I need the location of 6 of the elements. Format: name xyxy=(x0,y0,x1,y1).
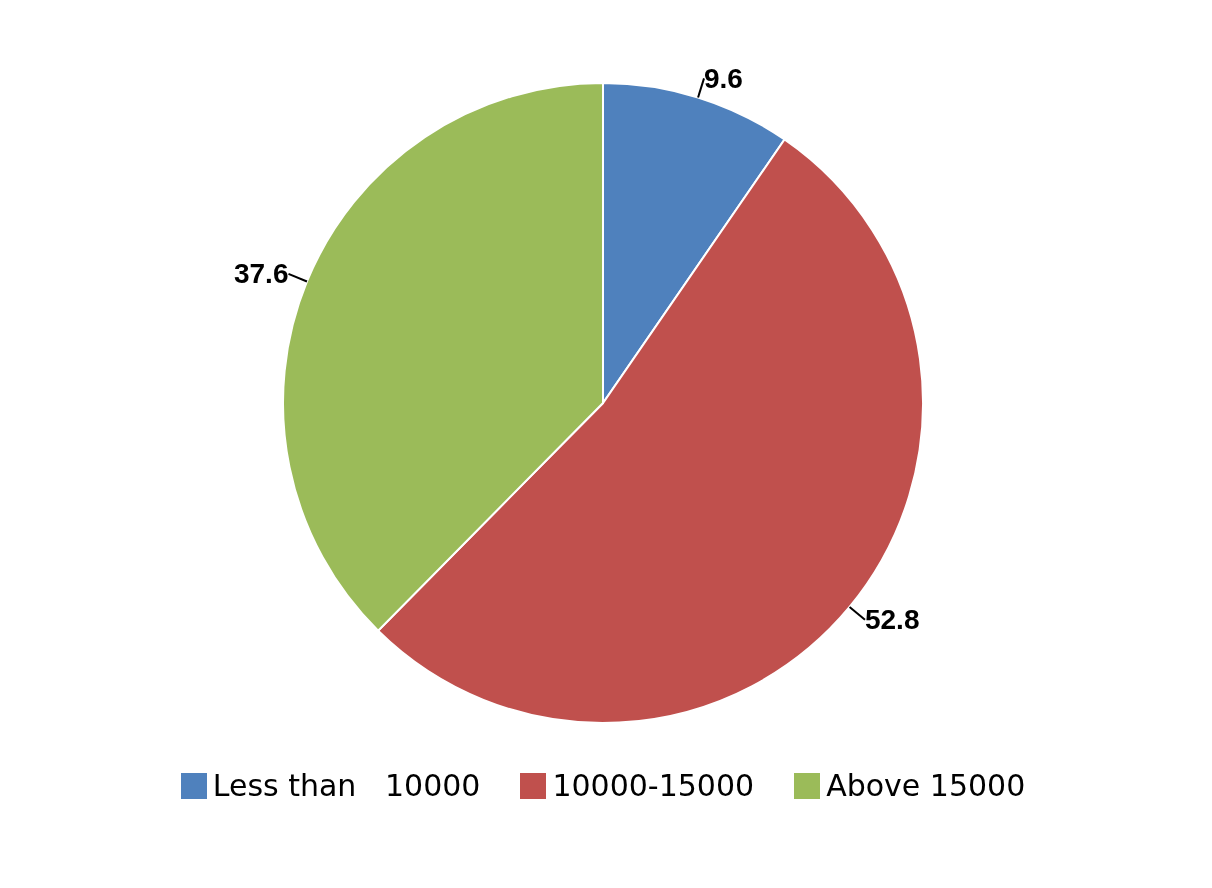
data-label: 9.6 xyxy=(703,62,743,94)
legend-label: 10000-15000 xyxy=(552,768,755,803)
data-label: 52.8 xyxy=(864,604,920,636)
legend-label: Less than 10000 xyxy=(212,768,481,803)
legend-label: Above 15000 xyxy=(826,768,1026,803)
data-label: 37.6 xyxy=(233,258,289,290)
